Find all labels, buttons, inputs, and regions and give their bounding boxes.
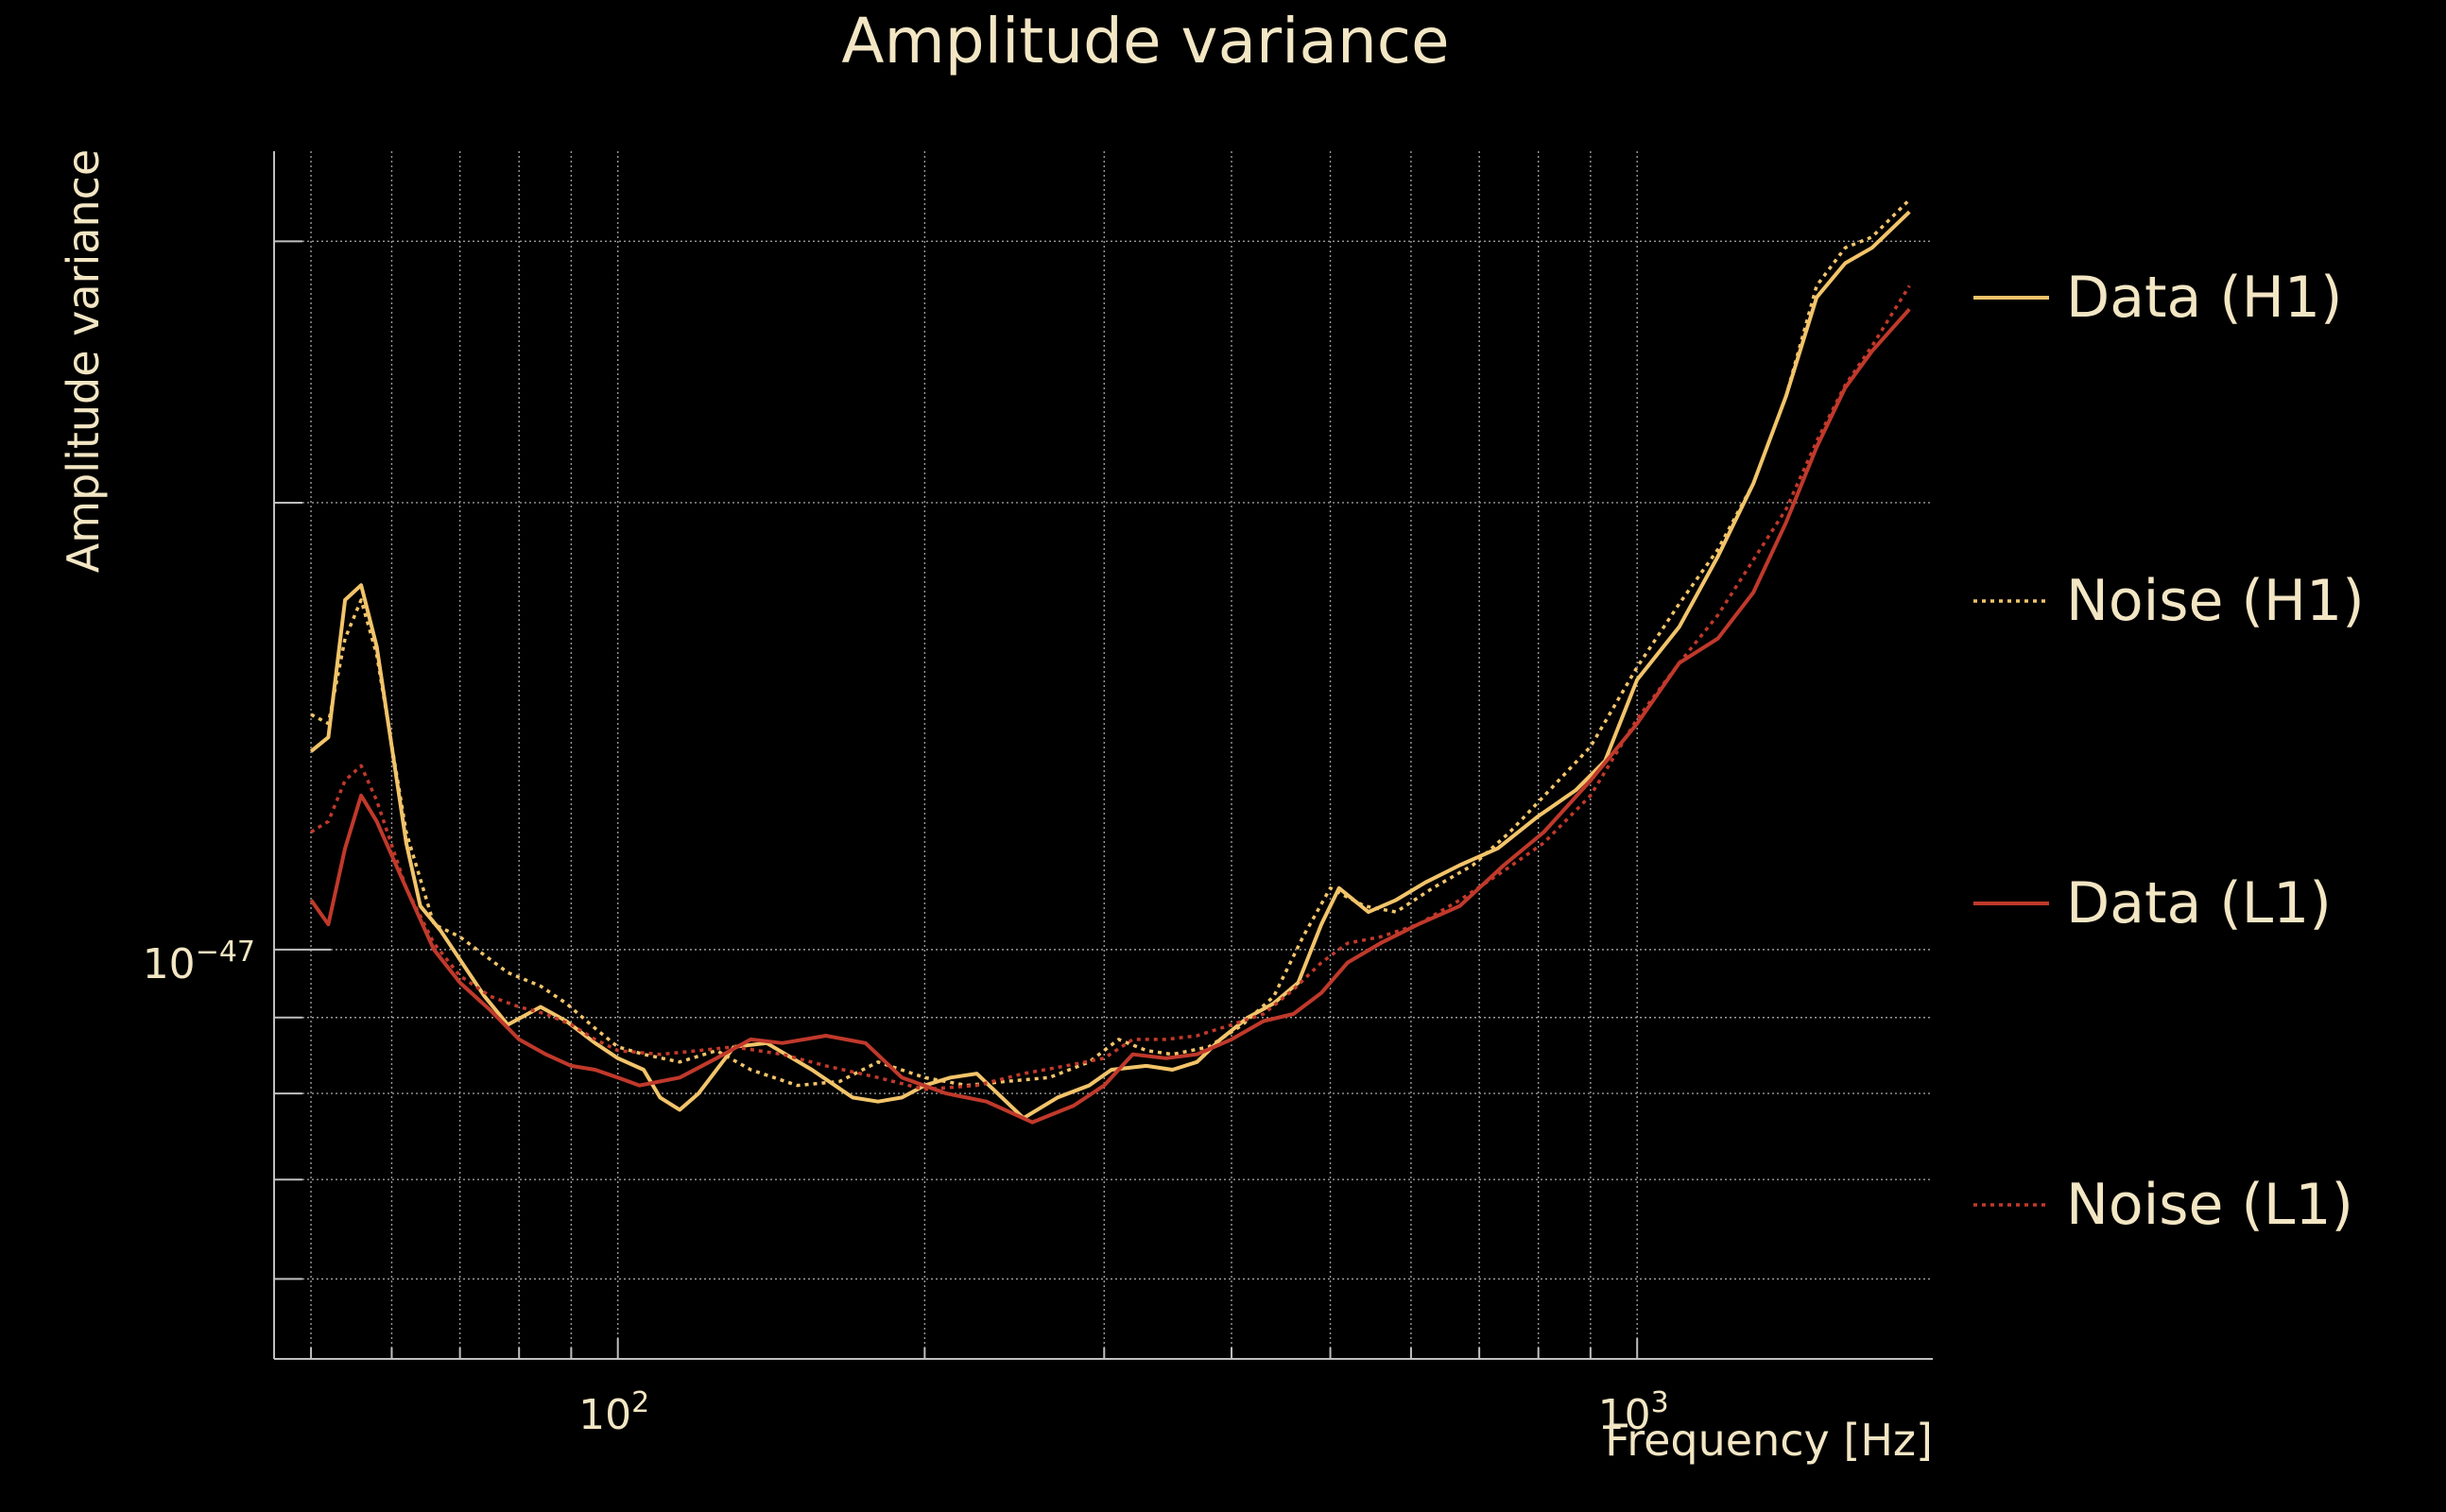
axes bbox=[273, 151, 1933, 1360]
y-tick-label: 10−47 bbox=[143, 936, 255, 988]
series-lines bbox=[309, 198, 1911, 1125]
tick-labels: 102 103 10−47 bbox=[143, 936, 1669, 1439]
grid-lines bbox=[274, 151, 1933, 1359]
legend-label-3: Noise (L1) bbox=[2066, 1172, 2353, 1238]
legend-label-0: Data (H1) bbox=[2066, 265, 2342, 331]
series-line-0 bbox=[309, 210, 1911, 1121]
legend: Data (H1) Noise (H1) Data (L1) Noise (L1) bbox=[1973, 265, 2365, 1238]
chart-title: Amplitude variance bbox=[841, 5, 1449, 77]
legend-label-1: Noise (H1) bbox=[2066, 568, 2365, 634]
x-tick-label: 103 bbox=[1598, 1386, 1669, 1439]
legend-label-2: Data (L1) bbox=[2066, 870, 2332, 936]
x-axis-label: Frequency [Hz] bbox=[1605, 1415, 1933, 1466]
series-line-3 bbox=[310, 284, 1911, 1091]
series-line-2 bbox=[309, 307, 1911, 1125]
y-axis-label: Amplitude variance bbox=[58, 149, 109, 573]
x-tick-label: 102 bbox=[578, 1386, 649, 1439]
